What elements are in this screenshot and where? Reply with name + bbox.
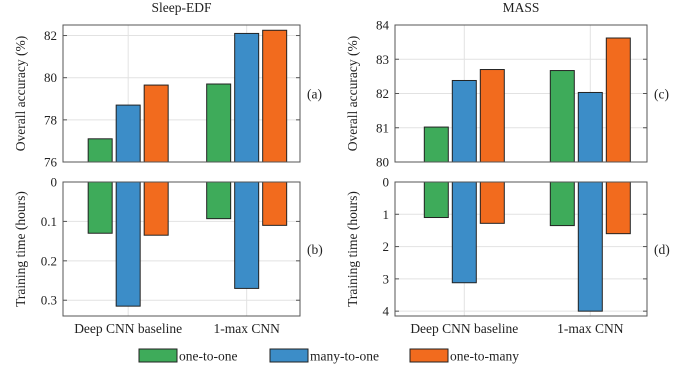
y-tick-label: 80 [44, 70, 57, 85]
y-tick-label: 78 [44, 112, 57, 127]
bar-one-to-many-1 [479, 181, 505, 224]
bar-many-to-one-2 [577, 91, 603, 163]
y-tick-label: 0.3 [41, 293, 57, 308]
bar-many-to-one-1 [115, 104, 141, 163]
bar-one-to-one-2 [549, 181, 575, 227]
bar-one-to-one-2 [206, 181, 232, 220]
x-tick-label: Deep CNN baseline [410, 321, 518, 336]
y-tick-label: 81 [376, 120, 389, 135]
y-tick-label: 0 [383, 175, 390, 190]
bar-one-to-many-2 [262, 181, 288, 226]
bar-one-to-one-1 [87, 181, 113, 234]
bar-one-to-one-1 [423, 181, 449, 219]
y-axis-label: Overall accuracy (%) [13, 36, 28, 151]
y-tick-label: 82 [376, 86, 389, 101]
legend-swatch-one-to-one [138, 348, 178, 363]
panel-label: (c) [654, 87, 669, 102]
bar-many-to-one-1 [451, 79, 477, 163]
y-tick-label: 3 [383, 271, 390, 286]
y-tick-label: 2 [383, 239, 390, 254]
bar-many-to-one-2 [577, 181, 603, 312]
y-axis-label: Training time (hours) [345, 191, 360, 307]
legend-label: one-to-many [450, 349, 519, 364]
chart-title: Sleep-EDF [152, 0, 212, 15]
axes-frame [62, 181, 301, 317]
y-tick-label: 0.1 [41, 214, 57, 229]
legend-swatch-one-to-many [409, 348, 449, 363]
bar-one-to-many-1 [143, 84, 169, 163]
bar-one-to-one-1 [87, 138, 113, 163]
bar-many-to-one-1 [451, 181, 477, 284]
bar-one-to-many-1 [479, 69, 505, 163]
y-tick-label: 0.2 [41, 253, 57, 268]
y-tick-label: 82 [44, 28, 57, 43]
chart-title: MASS [503, 0, 540, 15]
bar-one-to-many-2 [605, 37, 631, 163]
axes-frame [394, 181, 648, 317]
y-tick-label: 84 [376, 18, 390, 33]
bar-one-to-many-2 [262, 29, 288, 163]
bar-one-to-one-1 [423, 126, 449, 163]
legend-label: one-to-one [179, 349, 237, 364]
bar-one-to-one-2 [549, 70, 575, 163]
x-tick-label: Deep CNN baseline [74, 321, 182, 336]
y-tick-label: 4 [383, 304, 390, 319]
legend-label: many-to-one [310, 349, 379, 364]
bar-one-to-one-2 [206, 83, 232, 163]
x-tick-label: 1-max CNN [557, 321, 624, 336]
y-tick-label: 76 [44, 155, 58, 170]
y-tick-label: 0 [51, 175, 58, 190]
y-axis-label: Overall accuracy (%) [345, 36, 360, 151]
bar-many-to-one-2 [234, 181, 260, 289]
panel-label: (b) [307, 242, 323, 257]
bar-one-to-many-2 [605, 181, 631, 235]
y-tick-label: 80 [376, 155, 389, 170]
bar-many-to-one-2 [234, 32, 260, 163]
bar-one-to-many-1 [143, 181, 169, 236]
panel-label: (a) [307, 87, 322, 102]
y-axis-label: Training time (hours) [13, 191, 28, 307]
panel-label: (d) [654, 242, 670, 257]
y-tick-label: 1 [383, 207, 390, 222]
x-tick-label: 1-max CNN [213, 321, 280, 336]
legend-swatch-many-to-one [269, 348, 309, 363]
bar-many-to-one-1 [115, 181, 141, 307]
y-tick-label: 83 [376, 52, 389, 67]
axes-frame [62, 24, 301, 163]
